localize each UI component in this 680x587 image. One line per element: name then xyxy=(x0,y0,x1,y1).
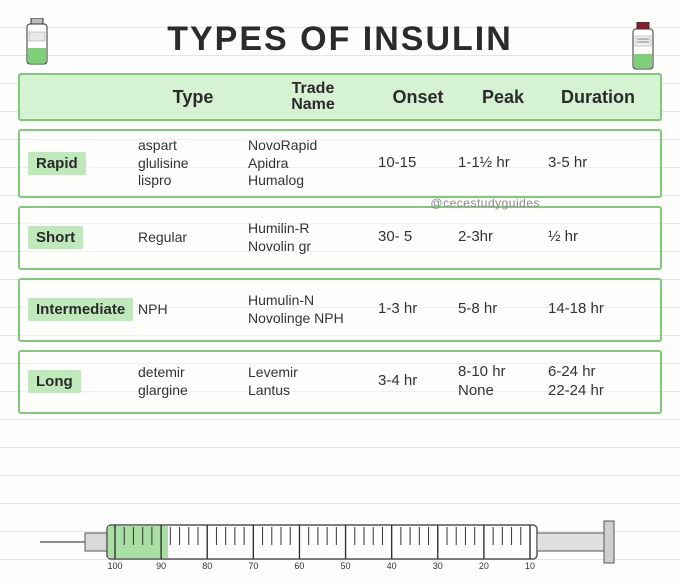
category-highlight: Long xyxy=(28,370,81,393)
trade-cell: LevemirLantus xyxy=(248,364,378,399)
svg-text:90: 90 xyxy=(156,561,166,571)
page: TYPES OF INSULIN Type Trade Name Onset P… xyxy=(0,0,680,587)
onset-cell: 1-3 hr xyxy=(378,300,458,319)
svg-text:30: 30 xyxy=(433,561,443,571)
svg-text:40: 40 xyxy=(387,561,397,571)
table-row: Intermediate NPHHumulin-NNovolinge NPH1-3… xyxy=(18,278,662,342)
table-row: Long detemirglargineLevemirLantus3-4 hr8-… xyxy=(18,350,662,414)
page-title: TYPES OF INSULIN xyxy=(18,20,662,59)
peak-cell: 2-3hr xyxy=(458,228,548,247)
duration-cell: 6-24 hr22-24 hr xyxy=(548,363,648,401)
category-cell: Short xyxy=(28,226,138,249)
category-cell: Intermediate xyxy=(28,298,138,321)
svg-text:10: 10 xyxy=(525,561,535,571)
type-cell: NPH xyxy=(138,301,248,319)
peak-cell: 1-1½ hr xyxy=(458,154,548,173)
trade-cell: Humilin-RNovolin gr xyxy=(248,220,378,255)
table-row: Rapid aspartglulisinelisproNovoRapidApidr… xyxy=(18,129,662,198)
type-cell: Regular xyxy=(138,229,248,247)
svg-text:80: 80 xyxy=(202,561,212,571)
table-header: Type Trade Name Onset Peak Duration xyxy=(18,73,662,121)
credit-handle: @cecestudyguides xyxy=(430,196,540,210)
table-row: Short RegularHumilin-RNovolin gr30- 52-3h… xyxy=(18,206,662,270)
peak-cell: 8-10 hrNone xyxy=(458,363,548,401)
table-body: Rapid aspartglulisinelisproNovoRapidApidr… xyxy=(18,129,662,414)
header-type: Type xyxy=(138,88,248,106)
onset-cell: 3-4 hr xyxy=(378,372,458,391)
svg-text:70: 70 xyxy=(248,561,258,571)
onset-cell: 10-15 xyxy=(378,154,458,173)
peak-cell: 5-8 hr xyxy=(458,300,548,319)
header-duration: Duration xyxy=(548,88,648,106)
trade-cell: NovoRapidApidraHumalog xyxy=(248,137,378,190)
svg-text:60: 60 xyxy=(294,561,304,571)
category-cell: Rapid xyxy=(28,152,138,175)
type-cell: detemirglargine xyxy=(138,364,248,399)
header-trade-name: Trade Name xyxy=(248,81,378,113)
duration-cell: 14-18 hr xyxy=(548,300,648,319)
svg-text:20: 20 xyxy=(479,561,489,571)
duration-cell: 3-5 hr xyxy=(548,154,648,173)
duration-cell: ½ hr xyxy=(548,228,648,247)
category-highlight: Rapid xyxy=(28,152,86,175)
trade-cell: Humulin-NNovolinge NPH xyxy=(248,292,378,327)
category-cell: Long xyxy=(28,370,138,393)
type-cell: aspartglulisinelispro xyxy=(138,137,248,190)
category-highlight: Short xyxy=(28,226,83,249)
header-peak: Peak xyxy=(458,88,548,106)
syringe-icon: 100 90 80 70 60 50 40 30 20 10 xyxy=(40,511,640,573)
svg-text:100: 100 xyxy=(107,561,122,571)
svg-text:50: 50 xyxy=(341,561,351,571)
onset-cell: 30- 5 xyxy=(378,228,458,247)
category-highlight: Intermediate xyxy=(28,298,133,321)
header-onset: Onset xyxy=(378,88,458,106)
